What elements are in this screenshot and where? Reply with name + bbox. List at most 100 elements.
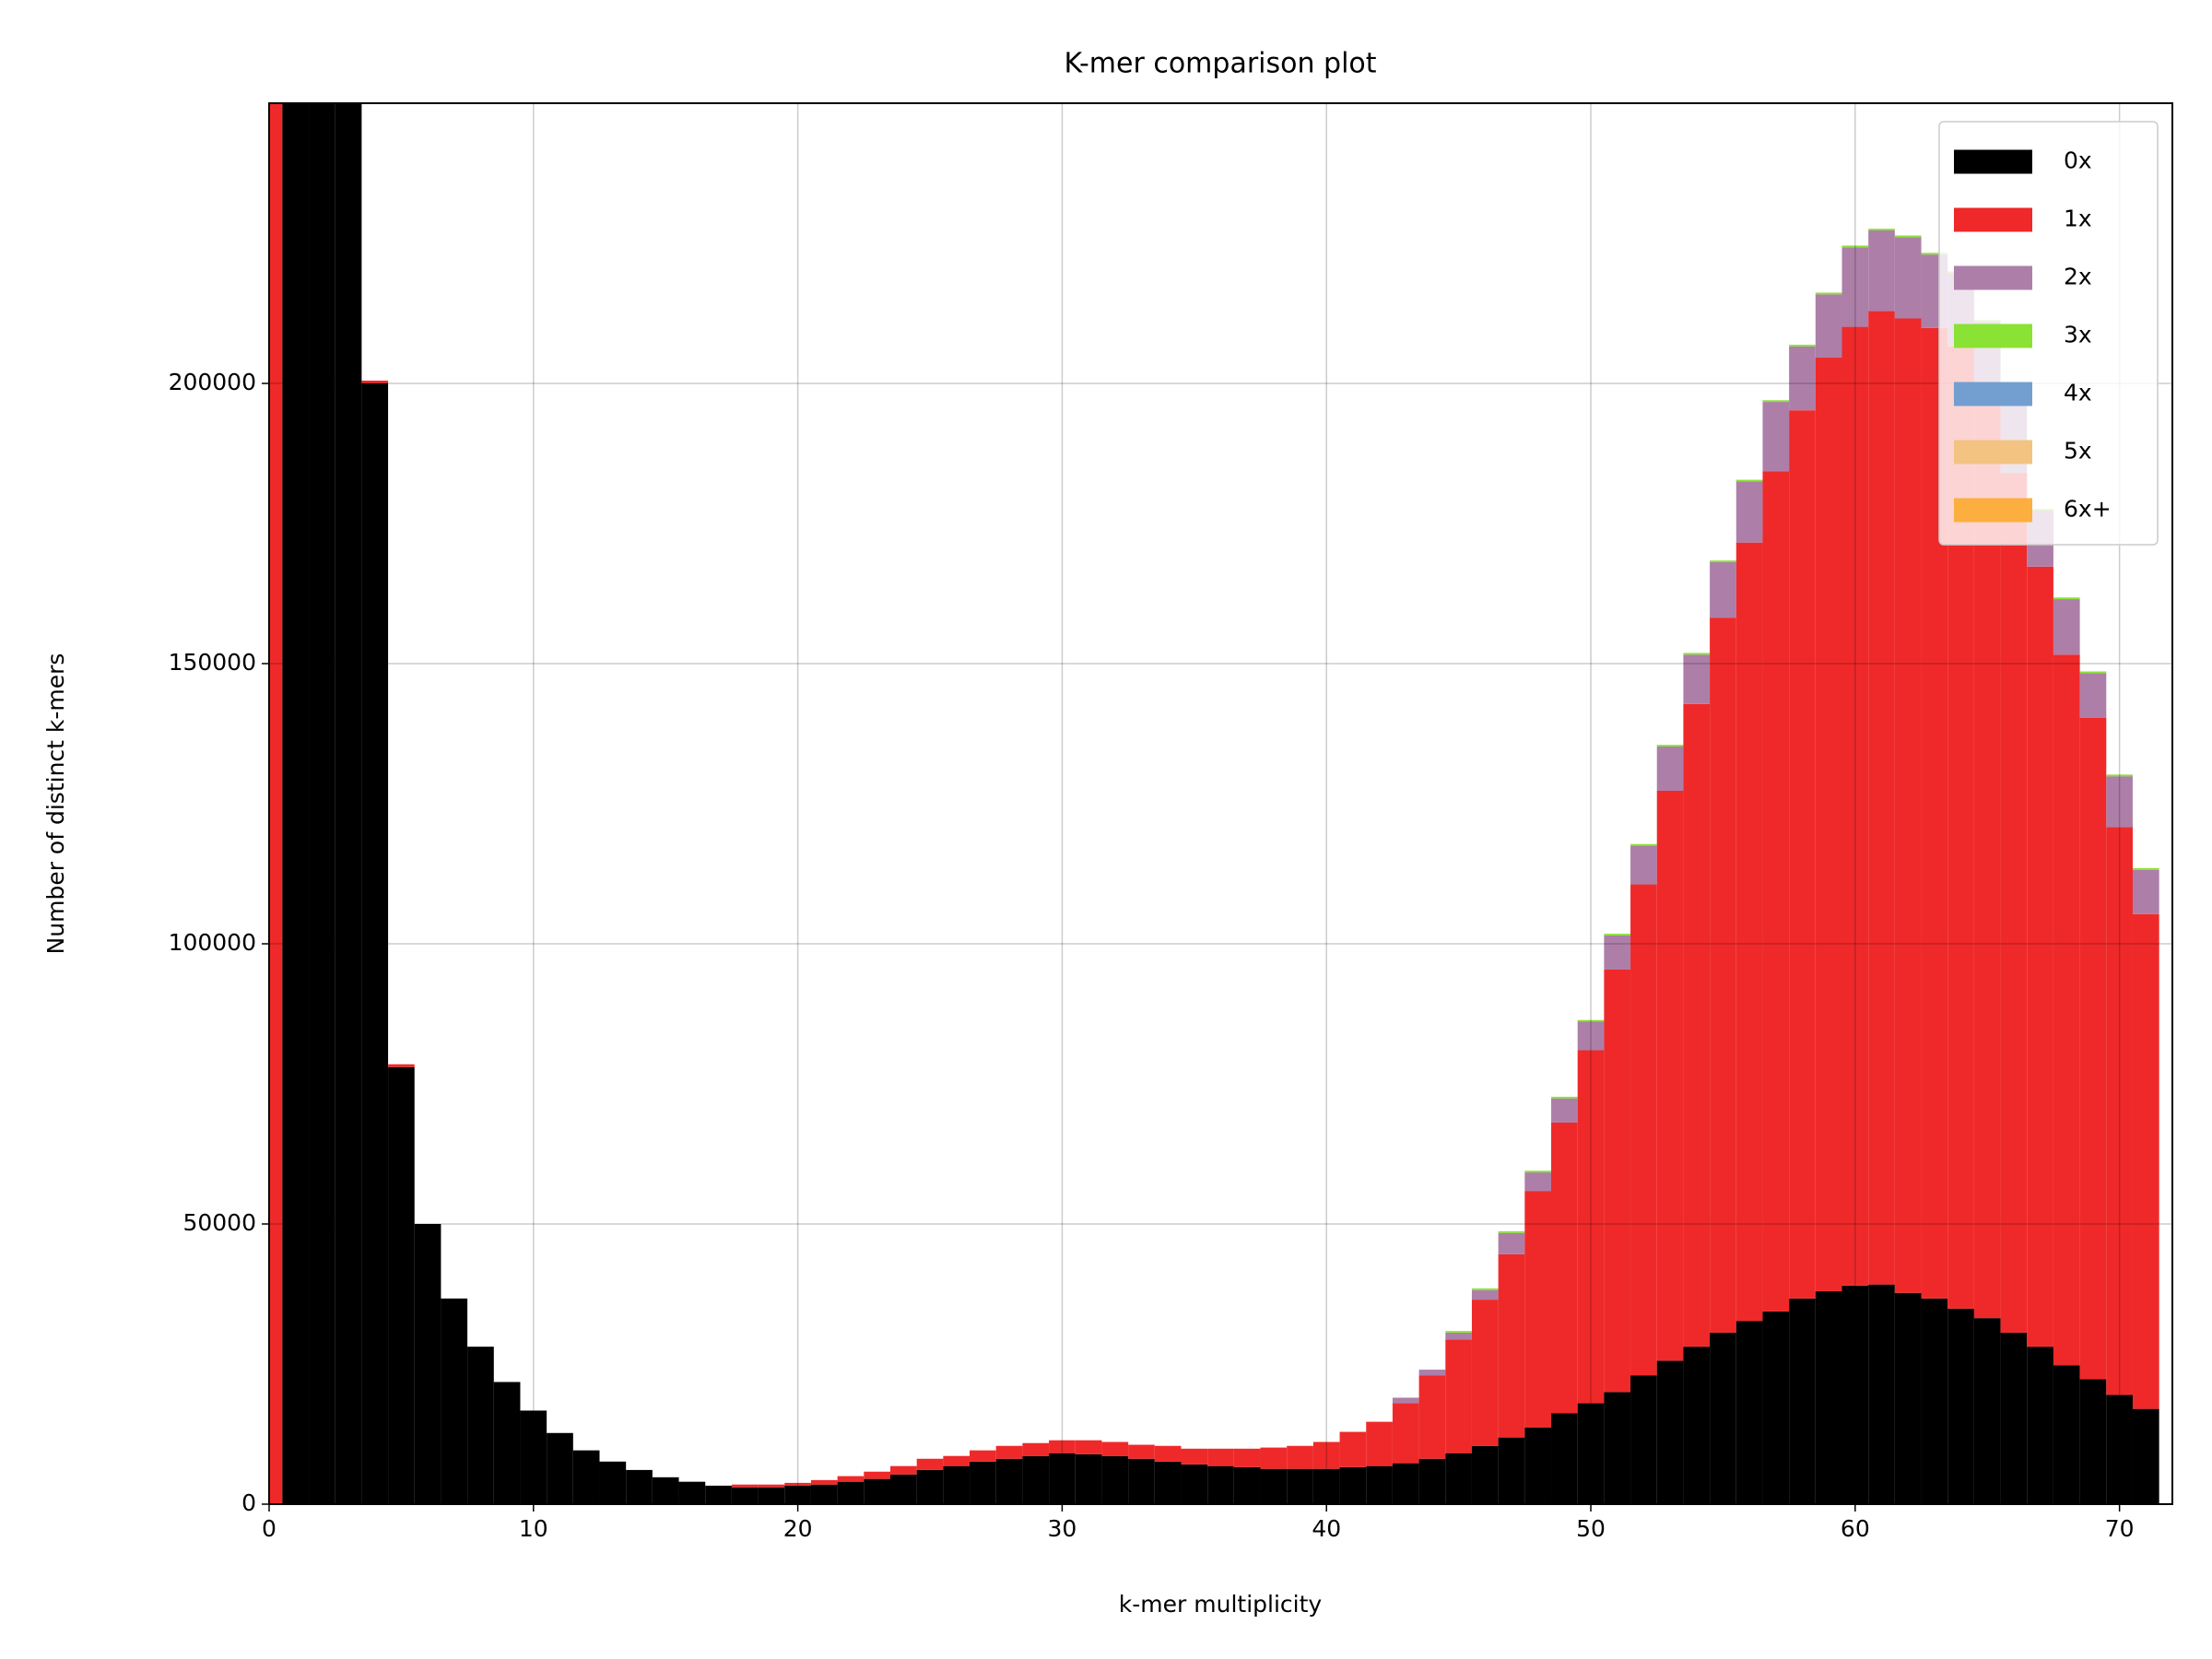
legend-label: 4x bbox=[2064, 380, 2092, 406]
bar bbox=[2027, 1347, 2053, 1504]
bar bbox=[467, 1347, 494, 1504]
bar bbox=[784, 1485, 811, 1504]
legend-swatch bbox=[1954, 440, 2032, 465]
bar bbox=[1128, 1444, 1155, 1459]
bar bbox=[864, 1478, 890, 1504]
bar bbox=[1841, 245, 1869, 248]
bar bbox=[1921, 1298, 1948, 1504]
bar bbox=[1973, 394, 2001, 1319]
y-tick-label: 0 bbox=[241, 1489, 256, 1516]
bar bbox=[1445, 1332, 1472, 1340]
bar bbox=[1894, 1292, 1922, 1504]
bar bbox=[2106, 774, 2133, 777]
legend-swatch bbox=[1954, 324, 2032, 348]
bar bbox=[2053, 597, 2080, 600]
bars bbox=[269, 103, 2159, 1504]
bar bbox=[1551, 1413, 1578, 1504]
bar bbox=[1604, 935, 1631, 970]
bar bbox=[1524, 1172, 1552, 1192]
chart-title: K-mer comparison plot bbox=[1064, 48, 1376, 80]
bar bbox=[1762, 471, 1790, 1312]
bar bbox=[361, 383, 389, 1504]
bar bbox=[916, 1469, 944, 1504]
bar bbox=[1630, 884, 1657, 1376]
bar bbox=[1260, 1468, 1288, 1504]
bar bbox=[547, 1432, 573, 1504]
bar bbox=[1551, 1098, 1578, 1123]
bar bbox=[2132, 869, 2159, 914]
bar bbox=[1022, 1442, 1050, 1456]
bar bbox=[1022, 1455, 1050, 1504]
bar bbox=[1630, 845, 1657, 885]
bar bbox=[2132, 913, 2159, 1409]
bar bbox=[1418, 1375, 1446, 1459]
bar bbox=[361, 380, 389, 383]
bar bbox=[1101, 1441, 1129, 1456]
bar bbox=[970, 1461, 996, 1504]
bar bbox=[1366, 1421, 1393, 1466]
bar bbox=[1287, 1445, 1313, 1469]
bar bbox=[731, 1487, 759, 1504]
bar bbox=[1735, 479, 1763, 482]
bar bbox=[678, 1481, 706, 1504]
bar bbox=[1683, 1347, 1711, 1504]
bar bbox=[2053, 599, 2080, 655]
bar bbox=[1471, 1289, 1499, 1300]
bar bbox=[1604, 934, 1631, 935]
legend-label: 6x+ bbox=[2064, 496, 2112, 523]
bar bbox=[1921, 253, 1948, 255]
bar bbox=[1524, 1171, 1552, 1173]
legend-label: 0x bbox=[2064, 147, 2092, 174]
bar bbox=[943, 1455, 971, 1466]
bar bbox=[1841, 326, 1869, 1286]
bar bbox=[1789, 345, 1816, 347]
bar bbox=[705, 1485, 732, 1504]
bar bbox=[2106, 1394, 2133, 1504]
bar bbox=[1868, 229, 1895, 231]
bar bbox=[1683, 653, 1711, 655]
bar bbox=[1339, 1466, 1367, 1504]
bar bbox=[1128, 1458, 1155, 1504]
bar bbox=[970, 1450, 996, 1462]
bar bbox=[1815, 1290, 1842, 1504]
bar bbox=[282, 103, 310, 1504]
y-axis-label: Number of distinct k-mers bbox=[42, 653, 69, 955]
x-tick-label: 20 bbox=[783, 1515, 813, 1542]
bar bbox=[1973, 1318, 2001, 1504]
bar bbox=[1287, 1468, 1313, 1504]
bar bbox=[889, 1474, 917, 1504]
bar bbox=[1366, 1465, 1393, 1504]
bar bbox=[1392, 1403, 1419, 1464]
bar bbox=[1789, 1298, 1816, 1504]
bar bbox=[1233, 1448, 1261, 1467]
bar bbox=[1735, 542, 1763, 1322]
bar bbox=[1101, 1455, 1129, 1504]
bar bbox=[1762, 1311, 1790, 1504]
bar bbox=[652, 1477, 679, 1504]
x-tick-label: 10 bbox=[519, 1515, 548, 1542]
bar bbox=[916, 1458, 944, 1470]
bar bbox=[1154, 1445, 1182, 1462]
bar bbox=[572, 1450, 600, 1504]
legend-swatch bbox=[1954, 207, 2032, 232]
bar bbox=[864, 1471, 890, 1479]
y-tick-label: 150000 bbox=[169, 649, 256, 676]
bar bbox=[1656, 746, 1684, 792]
bar bbox=[269, 103, 283, 1504]
legend-swatch bbox=[1954, 265, 2032, 290]
bar bbox=[520, 1410, 547, 1504]
bar bbox=[837, 1481, 865, 1504]
bar bbox=[758, 1487, 785, 1504]
bar bbox=[1947, 1308, 1974, 1504]
bar bbox=[784, 1482, 811, 1486]
bar bbox=[1868, 311, 1895, 1285]
bar bbox=[1577, 1403, 1605, 1504]
bar bbox=[810, 1484, 838, 1504]
bar bbox=[1656, 791, 1684, 1361]
bar bbox=[1233, 1466, 1261, 1504]
axes-frame bbox=[268, 102, 2173, 1505]
x-tick-label: 30 bbox=[1048, 1515, 1077, 1542]
x-tick-label: 70 bbox=[2105, 1515, 2135, 1542]
bar bbox=[1710, 561, 1736, 618]
bar bbox=[1418, 1458, 1446, 1504]
